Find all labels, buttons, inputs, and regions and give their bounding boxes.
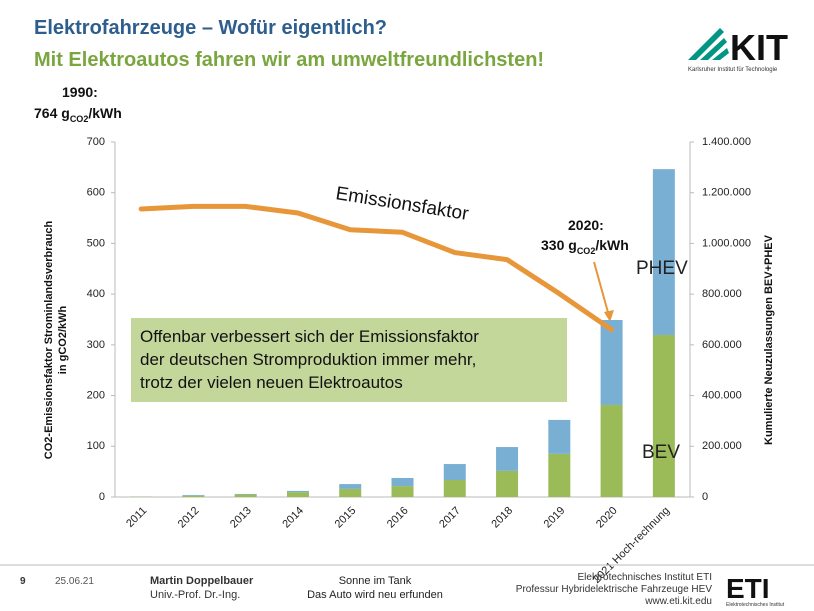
bar-segment	[652, 334, 675, 497]
y-tick-label: 600	[87, 187, 105, 199]
y-axis-label: in gCO2/kWh	[57, 306, 69, 375]
bar-segment	[286, 490, 309, 493]
bar-segment	[496, 447, 519, 471]
footer: 9 25.06.21 Martin Doppelbauer Univ.-Prof…	[0, 564, 814, 608]
logo-caption: Karlsruher Institut für Technologie	[688, 67, 778, 73]
y2-tick-label: 400.000	[702, 389, 742, 401]
bar-segment	[234, 493, 257, 495]
bar-segment	[548, 419, 571, 454]
y-tick-label: 500	[87, 237, 105, 249]
box-text: Offenbar verbessert sich der Emissionsfa…	[140, 327, 479, 346]
annotation-arrow	[593, 261, 610, 317]
y-tick-label: 400	[87, 288, 105, 300]
y-tick-label: 100	[87, 440, 105, 452]
line	[138, 203, 615, 333]
author: Martin Doppelbauer	[150, 575, 254, 587]
slide-subtitle: Mit Elektroautos fahren wir am umweltfre…	[34, 49, 544, 71]
eti-caption: Elektrotechnisches Institut	[726, 602, 785, 608]
series-label: PHEV	[636, 258, 688, 279]
bar-segment	[443, 480, 466, 497]
bar-segment	[339, 484, 362, 489]
bar-segment	[652, 169, 675, 335]
annotation-head: 1990:	[62, 84, 98, 100]
bar-segment	[391, 477, 414, 487]
y-tick-label: 700	[87, 136, 105, 148]
box-text: trotz der vielen neuen Elektroautos	[140, 373, 403, 392]
y2-axis-label: Kumulierte Neuzulassungen BEV+PHEV	[763, 234, 775, 445]
y-tick-label: 0	[99, 491, 105, 503]
y2-tick-label: 800.000	[702, 288, 742, 300]
y2-tick-label: 1.200.000	[702, 187, 751, 199]
bar-segment	[496, 470, 519, 497]
logo-word: KIT	[730, 27, 788, 68]
series-label: BEV	[642, 442, 680, 463]
slide-title: Elektrofahrzeuge – Wofür eigentlich?	[34, 17, 387, 39]
annotation-arrowhead	[604, 310, 614, 322]
y-axis-label: CO2-Emissionsfaktor Strominlandsverbrauc…	[43, 221, 55, 460]
text-box	[131, 318, 567, 402]
bar-segment	[234, 494, 257, 497]
bar-segment	[600, 320, 623, 405]
y2-tick-label: 0	[702, 491, 708, 503]
institute: Elektrotechnisches Institut ETI	[577, 572, 712, 583]
author-title: Univ.-Prof. Dr.-Ing.	[150, 589, 240, 601]
talk-sub: Das Auto wird neu erfunden	[307, 589, 443, 601]
bar-segment	[548, 453, 571, 497]
bar-segment	[182, 494, 205, 496]
talk: Sonne im Tank	[339, 575, 412, 587]
y2-tick-label: 200.000	[702, 440, 742, 452]
date: 25.06.21	[55, 576, 94, 587]
annotation-head: 2020:	[568, 217, 604, 233]
bar-segment	[600, 404, 623, 497]
plot: 0 100 200 300 400 500 600 700 0 200.000 400.000 600…	[87, 136, 751, 586]
bar-segment	[443, 464, 466, 481]
y-tick-label: 300	[87, 339, 105, 351]
chair: Professur Hybridelektrische Fahrzeuge HE…	[516, 584, 713, 595]
page-number: 9	[20, 576, 26, 587]
y2-tick-label: 600.000	[702, 339, 742, 351]
annotation: 764 gCO2/kWh	[34, 105, 122, 124]
bar-segment	[391, 486, 414, 497]
y2-tick-label: 1.000.000	[702, 237, 751, 249]
kit-logo: KIT Karlsruher Institut für Technologie	[688, 27, 788, 73]
y-tick-label: 200	[87, 389, 105, 401]
logo-mark	[688, 28, 729, 60]
eti-logo: ETI	[726, 573, 770, 604]
web: www.eti.kit.edu	[644, 596, 712, 607]
annotation: 330 gCO2/kWh	[541, 237, 629, 256]
y2-tick-label: 1.400.000	[702, 136, 751, 148]
bar-segment	[286, 492, 309, 497]
bar-segment	[182, 495, 205, 497]
box-text: der deutschen Stromproduktion immer mehr…	[140, 350, 476, 369]
bar-segment	[339, 488, 362, 497]
